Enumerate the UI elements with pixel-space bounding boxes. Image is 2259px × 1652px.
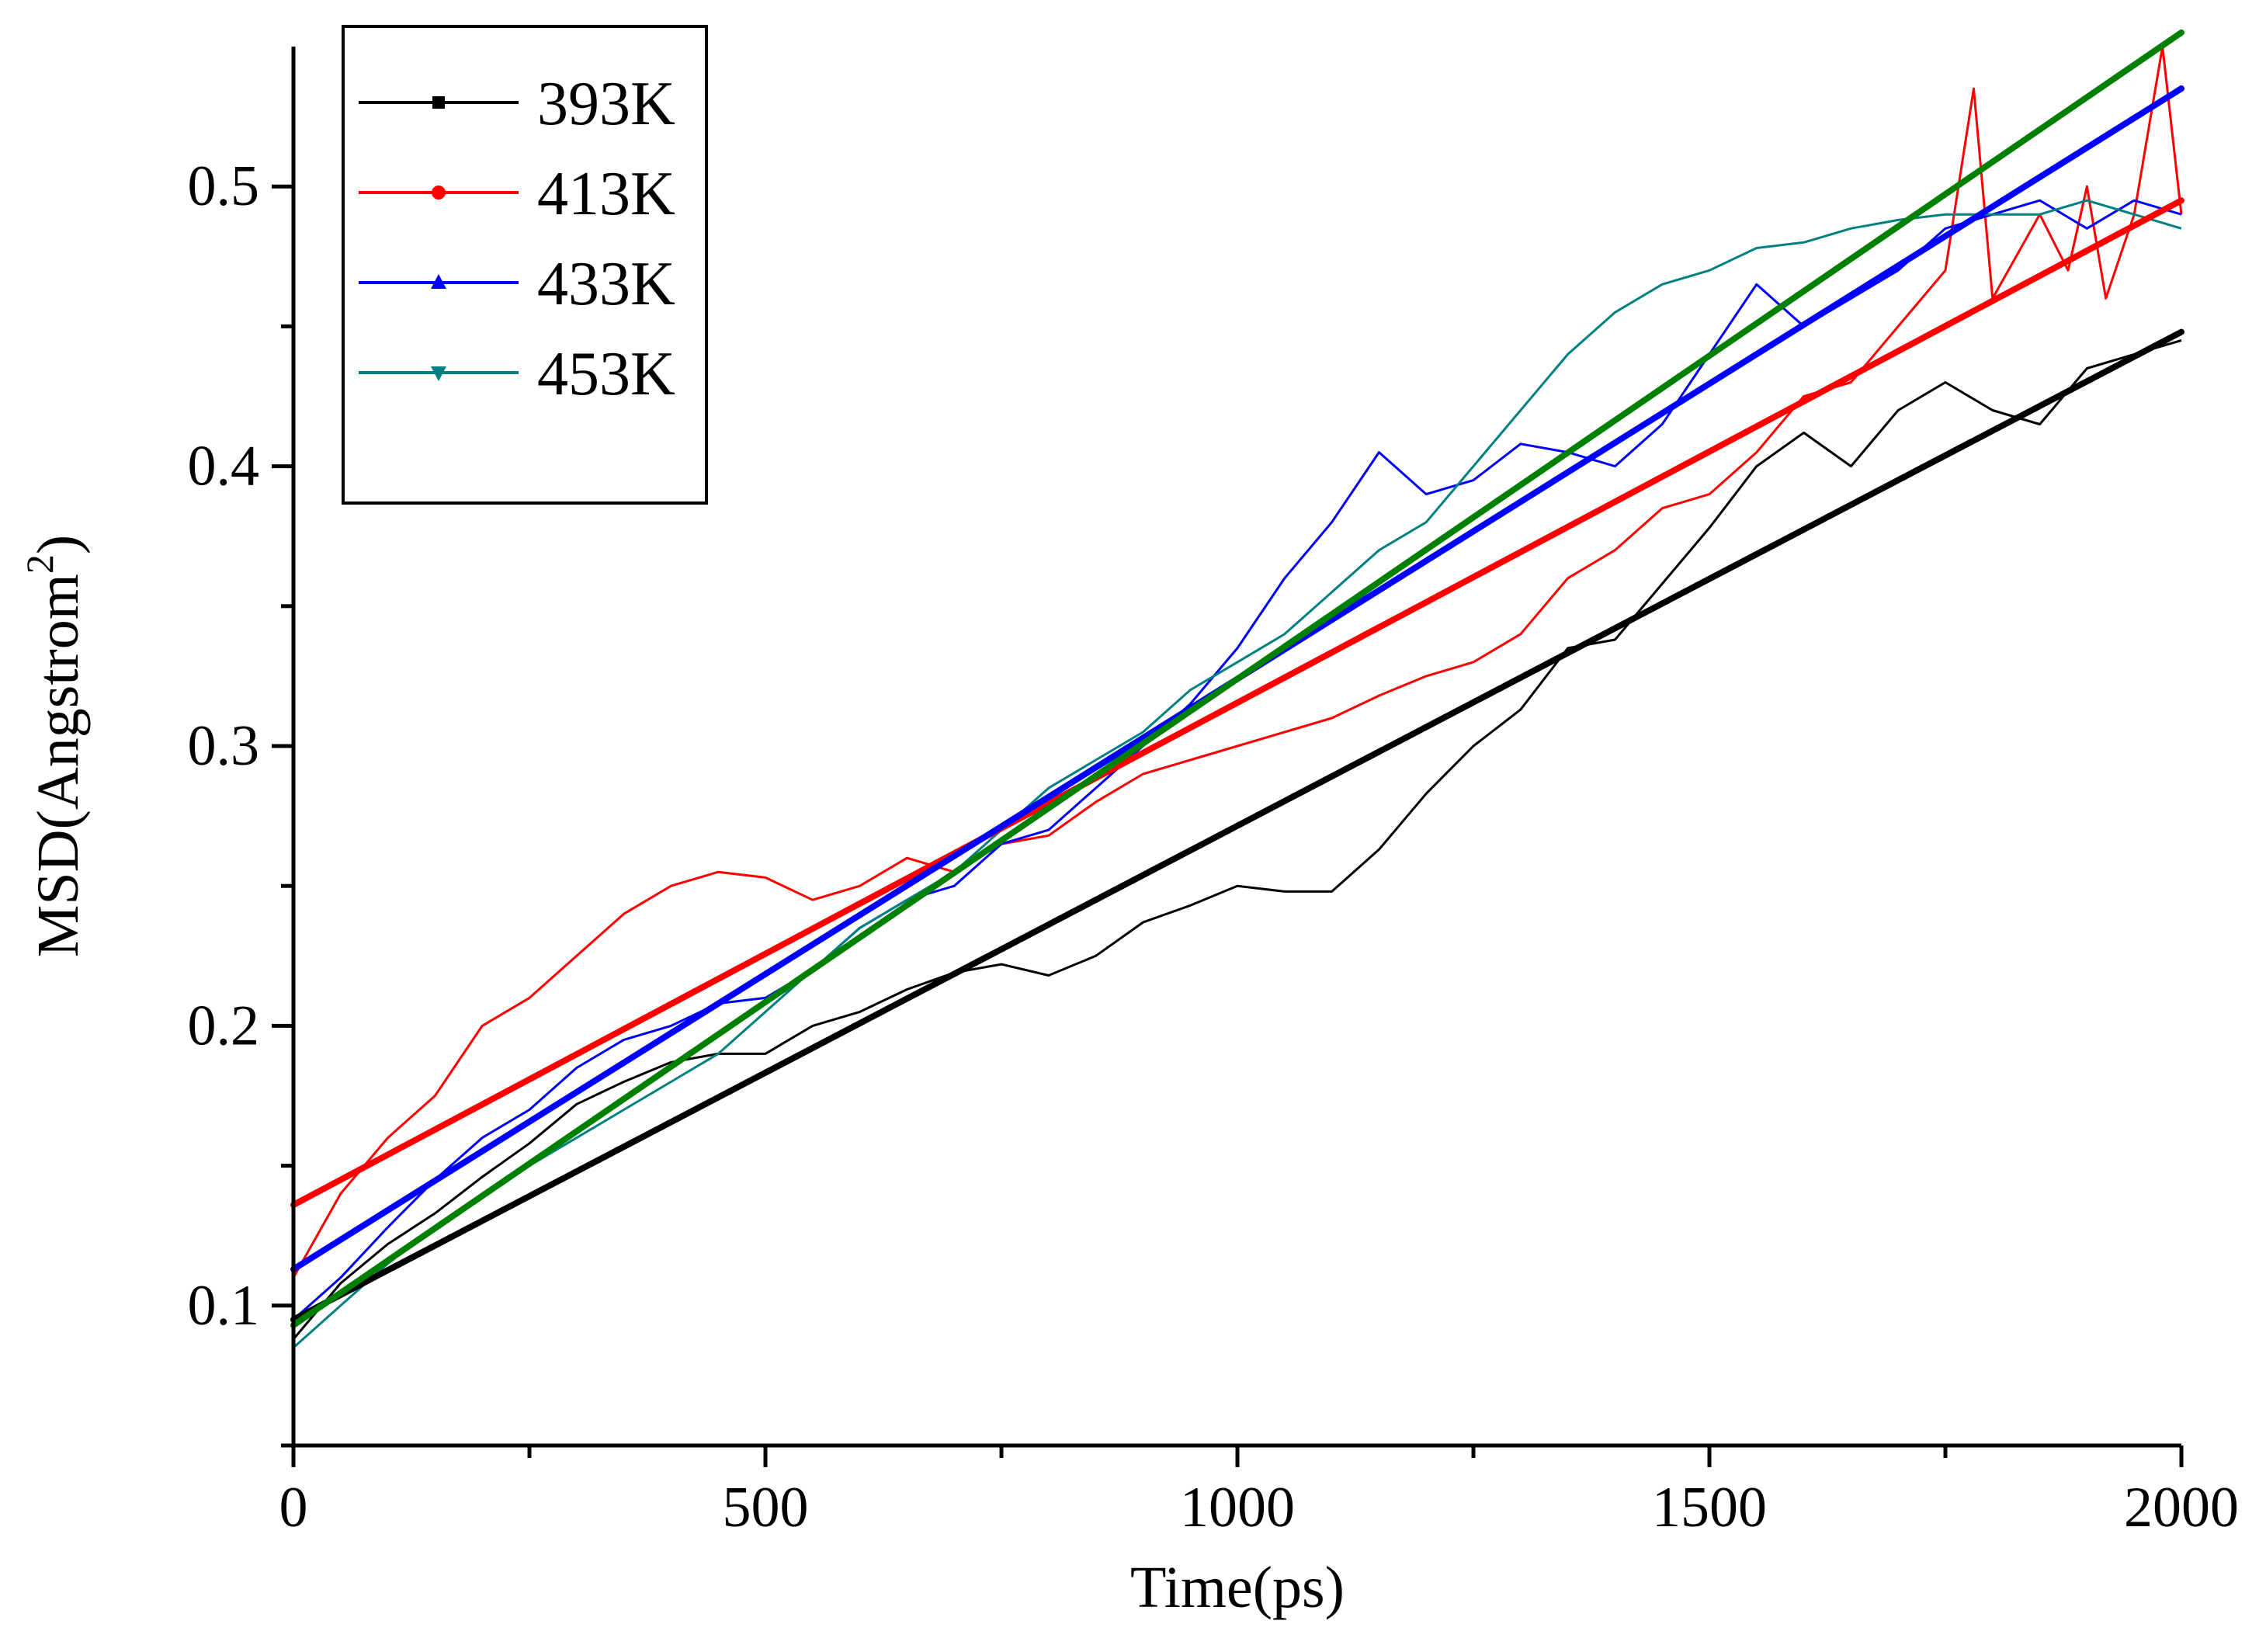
fit-line-393k	[290, 328, 2184, 1323]
legend: 393K 413K 433K 453K	[342, 25, 708, 505]
x-ticks: 0 500 1000 1500 2000	[279, 1446, 2239, 1539]
x-tick-label: 1500	[1652, 1476, 1767, 1539]
y-tick-label: 0.4	[188, 435, 260, 498]
fit-line-layer	[290, 29, 2184, 1329]
x-tick-label: 500	[723, 1476, 809, 1539]
legend-marker-433k	[431, 274, 446, 289]
legend-box	[342, 25, 708, 505]
legend-marker-453k	[431, 366, 446, 381]
x-tick-label: 0	[279, 1476, 308, 1539]
series-line-433k	[293, 199, 2182, 1321]
y-tick-label: 0.5	[188, 154, 260, 218]
y-axis-title: MSD(Angstrom2)	[18, 535, 91, 957]
legend-label-393k: 393K	[537, 70, 675, 138]
x-tick-label: 1000	[1180, 1476, 1295, 1539]
legend-marker-413k	[432, 186, 446, 200]
legend-label-453k: 453K	[537, 340, 675, 408]
x-axis-title: Time(ps)	[1130, 1555, 1345, 1620]
series-line-453k	[293, 199, 2182, 1349]
y-tick-label: 0.1	[188, 1274, 260, 1338]
y-axis-title-suffix: )	[26, 535, 91, 554]
series-line-413k	[292, 45, 2183, 1279]
legend-label-433k: 433K	[537, 250, 675, 318]
legend-marker-393k	[432, 96, 445, 109]
series-layer	[292, 45, 2183, 1349]
y-tick-label: 0.2	[188, 994, 260, 1057]
fit-line-413k	[290, 197, 2184, 1209]
y-axis-title-superscript: 2	[18, 554, 61, 574]
y-tick-label: 0.3	[188, 714, 260, 778]
y-axis-title-main: MSD(Angstrom	[26, 574, 91, 957]
y-ticks: 0.1 0.2 0.3 0.4 0.5	[188, 154, 293, 1448]
series-line-393k	[292, 338, 2182, 1340]
x-tick-label: 2000	[2124, 1476, 2239, 1539]
legend-label-413k: 413K	[537, 160, 675, 228]
fit-line-453k	[290, 29, 2184, 1329]
